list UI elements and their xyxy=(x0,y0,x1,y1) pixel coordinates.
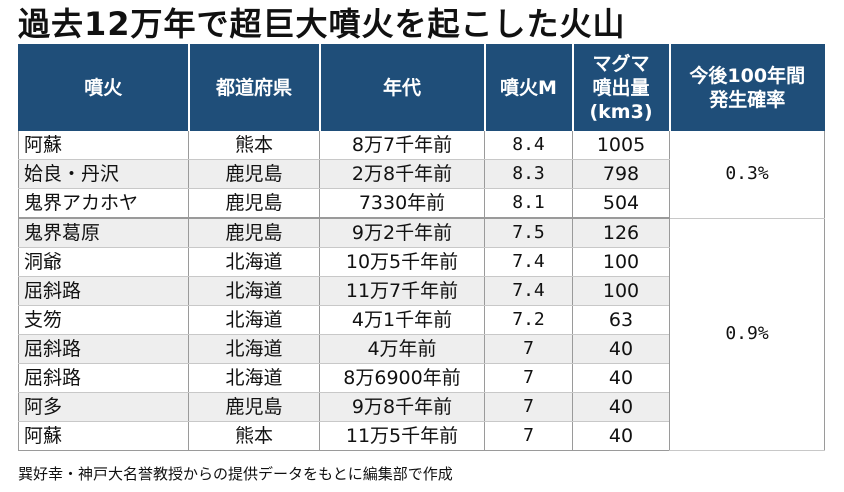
prefecture-cell: 鹿児島 xyxy=(188,392,320,422)
prefecture-cell: 北海道 xyxy=(188,305,320,335)
era-cell: 9万8千年前 xyxy=(319,392,485,422)
era-cell: 2万8千年前 xyxy=(319,159,485,189)
magnitude-cell: 7.5 xyxy=(484,218,573,248)
header-magnitude: 噴火M xyxy=(483,44,574,131)
prefecture-cell: 北海道 xyxy=(188,363,320,393)
source-note: 巽好幸・神戸大名誉教授からの提供データをもとに編集部で作成 xyxy=(18,465,453,483)
era-cell: 11万5千年前 xyxy=(319,421,485,451)
era-cell: 11万7千年前 xyxy=(319,276,485,306)
table-row: 支笏 北海道 4万1千年前 7.2 63 xyxy=(18,305,825,335)
magnitude-cell: 7.4 xyxy=(484,276,573,306)
volcano-name-cell: 屈斜路 xyxy=(18,276,189,306)
volcano-name-cell: 姶良・丹沢 xyxy=(18,159,189,189)
table-row: 屈斜路 北海道 4万年前 7 40 xyxy=(18,334,825,364)
table-row: 阿蘇 熊本 8万7千年前 8.4 1005 0.3% xyxy=(18,131,825,219)
magma-volume-cell: 100 xyxy=(572,276,670,306)
volcano-table: 噴火 都道府県 年代 噴火M マグマ 噴出量 (km3) 今後100年間 発生確… xyxy=(18,44,825,451)
era-cell: 4万年前 xyxy=(319,334,485,364)
magnitude-cell: 7 xyxy=(484,392,573,422)
prefecture-cell: 鹿児島 xyxy=(188,188,320,219)
magma-volume-cell: 40 xyxy=(572,421,670,451)
volcano-name-cell: 阿多 xyxy=(18,392,189,422)
era-cell: 9万2千年前 xyxy=(319,218,485,248)
header-era: 年代 xyxy=(318,44,486,131)
magma-volume-cell: 798 xyxy=(572,159,670,189)
volcano-name-cell: 阿蘇 xyxy=(18,131,189,160)
table-body: 阿蘇 熊本 8万7千年前 8.4 1005 0.3% 姶良・丹沢 鹿児島 2万8千年前 8.3 79… xyxy=(18,131,825,451)
header-probability: 今後100年間 発生確率 xyxy=(668,44,825,131)
volcano-name-cell: 鬼界葛原 xyxy=(18,218,189,248)
era-cell: 7330年前 xyxy=(319,188,485,219)
header-magma-volume: マグマ 噴出量 (km3) xyxy=(571,44,671,131)
prefecture-cell: 北海道 xyxy=(188,334,320,364)
prefecture-cell: 熊本 xyxy=(188,421,320,451)
magma-volume-cell: 1005 xyxy=(572,131,670,160)
era-cell: 10万5千年前 xyxy=(319,247,485,277)
prefecture-cell: 北海道 xyxy=(188,247,320,277)
era-cell: 4万1千年前 xyxy=(319,305,485,335)
volcano-name-cell: 洞爺 xyxy=(18,247,189,277)
magma-volume-cell: 100 xyxy=(572,247,670,277)
table-row: 阿多 鹿児島 9万8千年前 7 40 xyxy=(18,392,825,422)
table-row: 阿蘇 熊本 11万5千年前 7 40 xyxy=(18,421,825,451)
prefecture-cell: 鹿児島 xyxy=(188,218,320,248)
probability-cell: 0.3% xyxy=(669,131,825,219)
magnitude-cell: 8.3 xyxy=(484,159,573,189)
volcano-name-cell: 屈斜路 xyxy=(18,363,189,393)
magnitude-cell: 7 xyxy=(484,334,573,364)
magma-volume-cell: 40 xyxy=(572,334,670,364)
probability-cell: 0.9% xyxy=(669,218,825,451)
volcano-name-cell: 支笏 xyxy=(18,305,189,335)
magnitude-cell: 7.2 xyxy=(484,305,573,335)
magnitude-cell: 7.4 xyxy=(484,247,573,277)
magma-volume-cell: 40 xyxy=(572,392,670,422)
prefecture-cell: 熊本 xyxy=(188,131,320,160)
table-header-row: 噴火 都道府県 年代 噴火M マグマ 噴出量 (km3) 今後100年間 発生確… xyxy=(18,44,825,131)
magma-volume-cell: 126 xyxy=(572,218,670,248)
volcano-name-cell: 阿蘇 xyxy=(18,421,189,451)
table-row: 洞爺 北海道 10万5千年前 7.4 100 xyxy=(18,247,825,277)
volcano-name-cell: 鬼界アカホヤ xyxy=(18,188,189,219)
magma-volume-cell: 40 xyxy=(572,363,670,393)
magnitude-cell: 7 xyxy=(484,421,573,451)
magnitude-cell: 8.1 xyxy=(484,188,573,219)
prefecture-cell: 北海道 xyxy=(188,276,320,306)
header-eruption: 噴火 xyxy=(18,44,190,131)
magma-volume-cell: 504 xyxy=(572,188,670,219)
table-row: 屈斜路 北海道 8万6900年前 7 40 xyxy=(18,363,825,393)
magma-volume-cell: 63 xyxy=(572,305,670,335)
header-prefecture: 都道府県 xyxy=(187,44,321,131)
volcano-name-cell: 屈斜路 xyxy=(18,334,189,364)
era-cell: 8万6900年前 xyxy=(319,363,485,393)
prefecture-cell: 鹿児島 xyxy=(188,159,320,189)
magnitude-cell: 7 xyxy=(484,363,573,393)
page-title: 過去12万年で超巨大噴火を起こした火山 xyxy=(18,5,626,43)
table-row: 姶良・丹沢 鹿児島 2万8千年前 8.3 798 xyxy=(18,159,825,189)
table-row: 屈斜路 北海道 11万7千年前 7.4 100 xyxy=(18,276,825,306)
magnitude-cell: 8.4 xyxy=(484,131,573,160)
era-cell: 8万7千年前 xyxy=(319,131,485,160)
table-row: 鬼界葛原 鹿児島 9万2千年前 7.5 126 0.9% xyxy=(18,218,825,451)
table-row: 鬼界アカホヤ 鹿児島 7330年前 8.1 504 xyxy=(18,188,825,219)
